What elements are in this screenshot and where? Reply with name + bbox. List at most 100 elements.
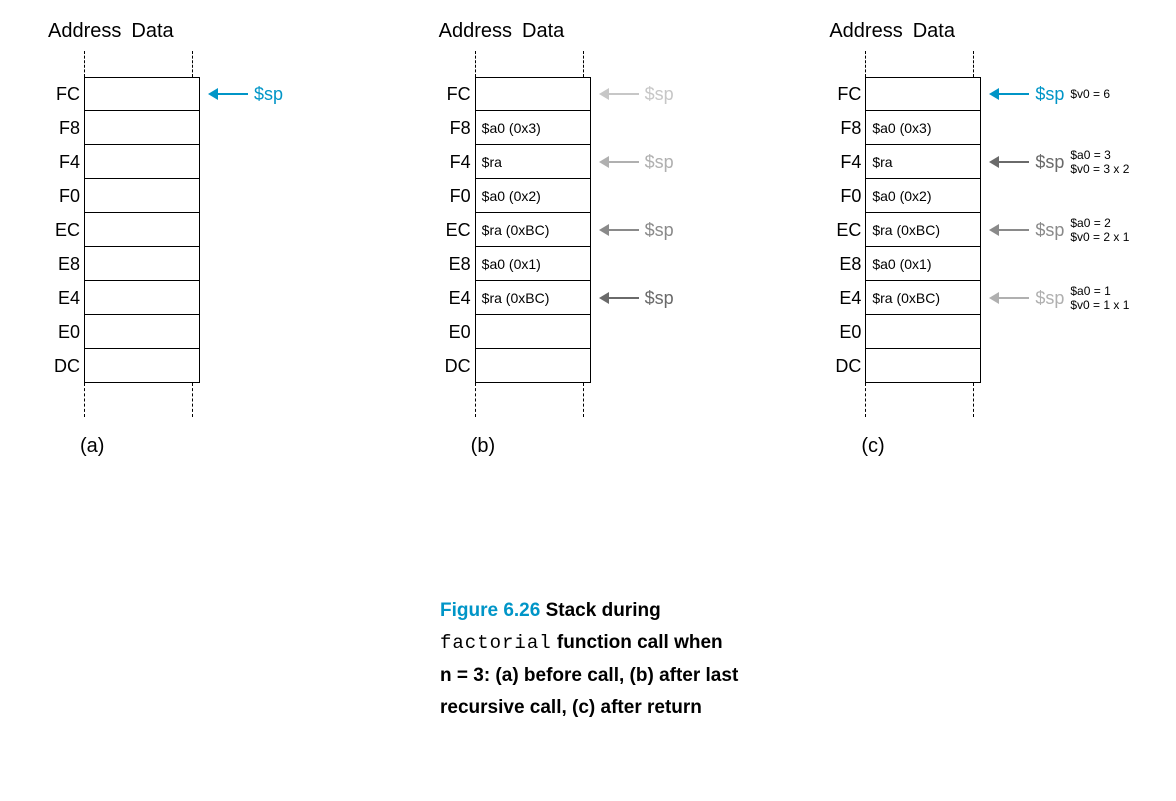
address-label: E0 bbox=[825, 315, 865, 349]
data-cell bbox=[865, 77, 981, 111]
stack-row: F4$ra$sp bbox=[435, 145, 786, 179]
data-cell: $ra bbox=[865, 145, 981, 179]
panel-b: AddressDataFC$spF8$a0 (0x3)F4$ra$spF0$a0… bbox=[435, 20, 786, 458]
arrow-left-icon bbox=[989, 297, 1029, 299]
data-cell bbox=[84, 315, 200, 349]
sp-label: $sp bbox=[1035, 220, 1064, 241]
sp-label: $sp bbox=[254, 84, 283, 105]
address-label: DC bbox=[825, 349, 865, 383]
sp-note: $a0 = 3$v0 = 3 x 2 bbox=[1070, 148, 1129, 177]
stack-row: E4$ra (0xBC) $sp $a0 = 1$v0 = 1 x 1 bbox=[825, 281, 1176, 315]
address-label: E4 bbox=[825, 281, 865, 315]
panel-label: (a) bbox=[80, 435, 395, 458]
arrow-left-icon bbox=[989, 161, 1029, 163]
address-label: F4 bbox=[44, 145, 84, 179]
address-label: F0 bbox=[44, 179, 84, 213]
stack-row: F0 bbox=[44, 179, 395, 213]
data-cell: $ra (0xBC) bbox=[865, 281, 981, 315]
sp-note: $a0 = 1$v0 = 1 x 1 bbox=[1070, 284, 1129, 313]
data-cell bbox=[84, 179, 200, 213]
arrow-left-icon bbox=[599, 229, 639, 231]
address-label: E8 bbox=[44, 247, 84, 281]
header-data: Data bbox=[131, 20, 173, 43]
sp-pointer: $sp bbox=[599, 145, 674, 179]
stack-row: FC $sp$v0 = 6 bbox=[825, 77, 1176, 111]
address-label: E0 bbox=[435, 315, 475, 349]
stack-row: E0 bbox=[825, 315, 1176, 349]
address-label: E4 bbox=[44, 281, 84, 315]
stack-row: DC bbox=[435, 349, 786, 383]
data-cell: $a0 (0x1) bbox=[475, 247, 591, 281]
address-label: EC bbox=[435, 213, 475, 247]
data-cell: $a0 (0x3) bbox=[475, 111, 591, 145]
data-cell: $a0 (0x2) bbox=[865, 179, 981, 213]
sp-pointer: $sp $a0 = 3$v0 = 3 x 2 bbox=[989, 145, 1129, 179]
data-cell bbox=[84, 349, 200, 383]
data-cell bbox=[475, 77, 591, 111]
figure-caption: Figure 6.26 Stack during factorial funct… bbox=[440, 595, 840, 724]
address-label: F4 bbox=[825, 145, 865, 179]
sp-label: $sp bbox=[1035, 152, 1064, 173]
data-cell bbox=[84, 145, 200, 179]
sp-pointer: $sp bbox=[599, 281, 674, 315]
sp-label: $sp bbox=[1035, 84, 1064, 105]
sp-pointer: $sp$v0 = 6 bbox=[989, 77, 1110, 111]
stack-row: F4 bbox=[44, 145, 395, 179]
stack-row: F8 bbox=[44, 111, 395, 145]
data-cell bbox=[865, 349, 981, 383]
stack: FC$spF8F4F0ECE8E4E0DC bbox=[44, 51, 395, 417]
address-label: F8 bbox=[435, 111, 475, 145]
address-label: FC bbox=[825, 77, 865, 111]
sp-label: $sp bbox=[645, 84, 674, 105]
data-cell bbox=[475, 349, 591, 383]
sp-label: $sp bbox=[1035, 288, 1064, 309]
sp-label: $sp bbox=[645, 220, 674, 241]
dash-top bbox=[435, 51, 786, 77]
arrow-left-icon bbox=[599, 297, 639, 299]
data-cell: $a0 (0x1) bbox=[865, 247, 981, 281]
data-cell bbox=[84, 111, 200, 145]
stack-row: F0$a0 (0x2) bbox=[825, 179, 1176, 213]
data-cell bbox=[84, 77, 200, 111]
data-cell: $ra bbox=[475, 145, 591, 179]
stack-row: E4$ra (0xBC)$sp bbox=[435, 281, 786, 315]
stack-row: E0 bbox=[44, 315, 395, 349]
stack-row: F4$ra $sp $a0 = 3$v0 = 3 x 2 bbox=[825, 145, 1176, 179]
arrow-left-icon bbox=[599, 93, 639, 95]
stack-row: E0 bbox=[435, 315, 786, 349]
stack-row: EC$ra (0xBC) $sp bbox=[435, 213, 786, 247]
column-headers: Address Data bbox=[825, 20, 1176, 43]
stack-row: E8$a0 (0x1) bbox=[435, 247, 786, 281]
data-cell: $ra (0xBC) bbox=[865, 213, 981, 247]
column-headers: AddressData bbox=[435, 20, 786, 43]
data-cell bbox=[84, 247, 200, 281]
header-address: Address bbox=[829, 20, 902, 43]
sp-label: $sp bbox=[645, 288, 674, 309]
header-data: Data bbox=[913, 20, 955, 43]
address-label: E8 bbox=[435, 247, 475, 281]
stack-row: EC bbox=[44, 213, 395, 247]
panels-container: AddressDataFC$spF8F4F0ECE8E4E0DC(a)Addre… bbox=[0, 0, 1176, 458]
address-label: F8 bbox=[44, 111, 84, 145]
panel-a: Address Data FC$spF8F4F0ECE8E4E0DC (a) bbox=[44, 20, 395, 458]
stack-row: F0$a0 (0x2) bbox=[435, 179, 786, 213]
stack-row: E8 bbox=[44, 247, 395, 281]
data-cell bbox=[865, 315, 981, 349]
stack-row: FC$sp bbox=[44, 77, 395, 111]
header-address: Address bbox=[48, 20, 121, 43]
dash-bottom bbox=[435, 383, 786, 417]
stack-row: F8$a0 (0x3) bbox=[825, 111, 1176, 145]
data-cell bbox=[84, 281, 200, 315]
dash-top bbox=[44, 51, 395, 77]
address-label: E0 bbox=[44, 315, 84, 349]
stack-row: E8$a0 (0x1) bbox=[825, 247, 1176, 281]
stack-row: FC$sp bbox=[435, 77, 786, 111]
header-data: Data bbox=[522, 20, 564, 43]
stack-row: DC bbox=[44, 349, 395, 383]
sp-label: $sp bbox=[645, 152, 674, 173]
stack-row: EC$ra (0xBC)$sp$a0 = 2$v0 = 2 x 1 bbox=[825, 213, 1176, 247]
arrow-left-icon bbox=[599, 161, 639, 163]
data-cell: $a0 (0x3) bbox=[865, 111, 981, 145]
data-cell: $ra (0xBC) bbox=[475, 213, 591, 247]
address-label: F0 bbox=[825, 179, 865, 213]
